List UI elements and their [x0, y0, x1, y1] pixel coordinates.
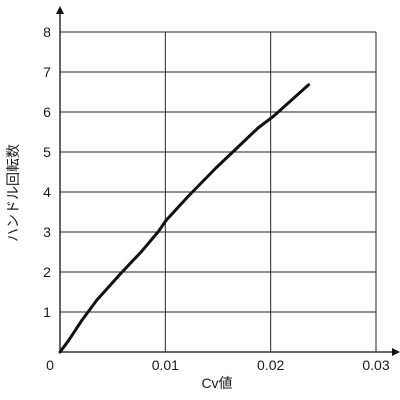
y-tick-label: 8 — [43, 24, 51, 40]
y-tick-label: 2 — [43, 264, 51, 280]
axes — [56, 6, 400, 356]
x-tick-label: 0.02 — [257, 357, 284, 373]
y-tick-label: 6 — [43, 104, 51, 120]
y-tick-label: 7 — [43, 64, 51, 80]
y-tick-label: 1 — [43, 304, 51, 320]
y-axis-title: ハンドル回転数 — [5, 144, 21, 242]
y-tick-label: 4 — [43, 184, 51, 200]
x-tick-label: 0.03 — [362, 357, 389, 373]
origin-label: 0 — [46, 357, 54, 373]
series-layer — [58, 83, 311, 354]
y-tick-label: 3 — [43, 224, 51, 240]
x-tick-label: 0.01 — [152, 357, 179, 373]
grid-lines — [60, 31, 377, 352]
series-line — [58, 83, 311, 354]
y-tick-label: 5 — [43, 144, 51, 160]
tick-labels: 0 0.01 0.02 0.03 1 2 3 4 5 6 7 8 — [43, 24, 390, 373]
x-axis-title: Cv値 — [201, 375, 232, 391]
